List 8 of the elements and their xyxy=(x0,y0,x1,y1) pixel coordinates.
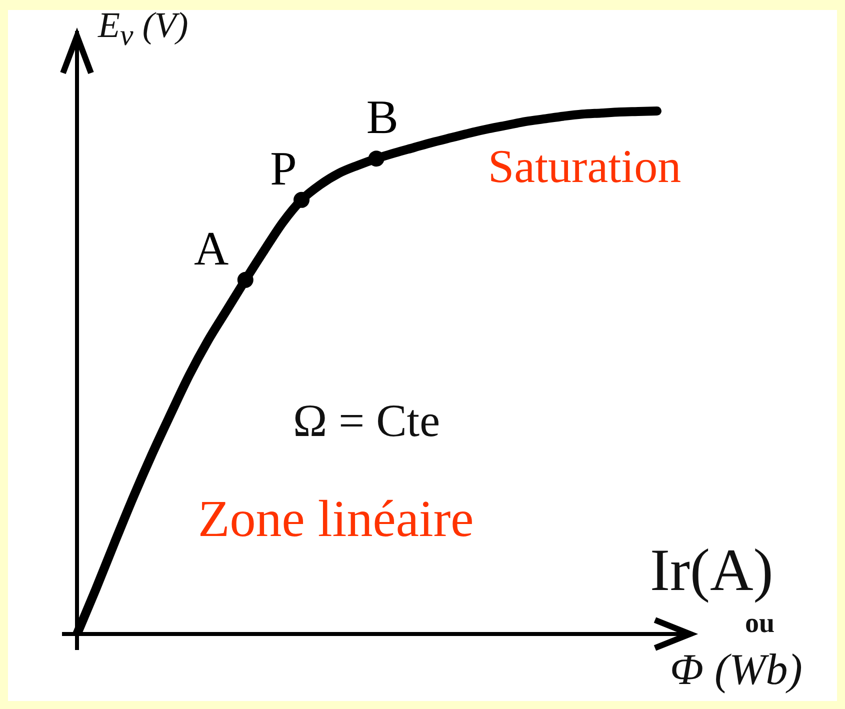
annotation: Saturation xyxy=(488,141,682,193)
x-axis-title: Ir(A) ou Φ (Wb) xyxy=(650,537,802,694)
annotation: Ω = Cte xyxy=(293,395,440,446)
y-axis-title: E$_{v}$ (V) xyxy=(98,5,188,52)
series-label: B xyxy=(366,91,398,144)
series-label: A xyxy=(194,222,230,276)
annotation: Zone linéaire xyxy=(198,491,474,548)
series-label: P xyxy=(270,142,297,196)
